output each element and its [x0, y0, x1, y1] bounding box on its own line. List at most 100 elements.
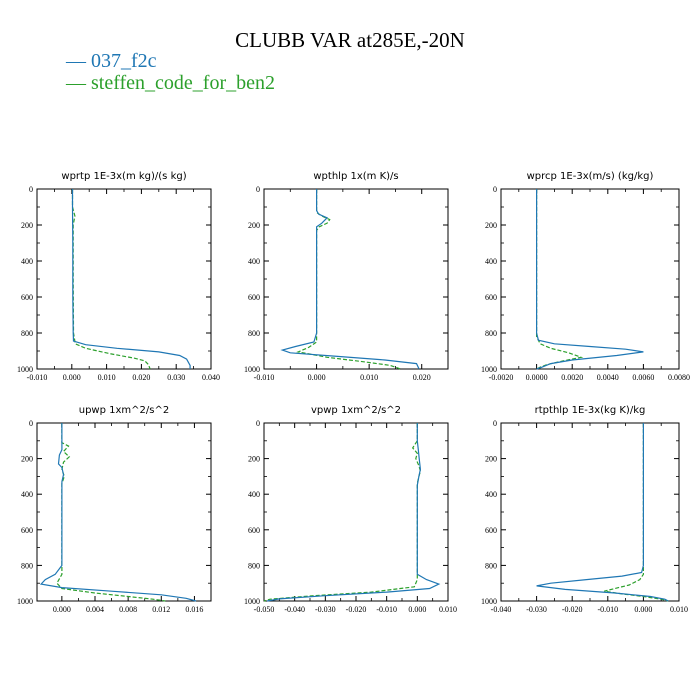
x-tick-label: 0.000	[634, 605, 652, 614]
legend-swatch: —	[66, 50, 91, 72]
panel-rtpthlp: rtpthlp 1E-3x(kg K)/kg02004006008001000-…	[481, 405, 688, 614]
plot-frame	[500, 188, 680, 370]
panel-title: rtpthlp 1E-3x(kg K)/kg	[535, 405, 646, 416]
x-tick-label: 0.010	[360, 373, 378, 382]
x-tick-label: -0.010	[27, 373, 48, 382]
panel-wpthlp: wpthlp 1x(m K)/s 0 200 400 600 800 1000-0.010 0…	[244, 171, 449, 382]
panel-title: wpthlp 1x(m K)/s	[313, 171, 398, 182]
legend-entry-steffen: — steffen_code_for_ben2	[66, 72, 275, 95]
x-tick-label: -0.030	[315, 605, 336, 614]
x-tick-label: -0.040	[284, 605, 305, 614]
x-tick-label: 0.010	[439, 605, 457, 614]
x-tick-label: 0.0000	[526, 373, 548, 382]
x-tick-label: 0.016	[185, 605, 203, 614]
y-tick-label: 800	[485, 329, 497, 338]
figure-title: CLUBB VAR at285E,-20N	[235, 28, 465, 52]
series-line-steffen	[71, 189, 151, 370]
x-tick-label: -0.010	[597, 605, 618, 614]
plot-frame	[263, 422, 449, 602]
panel-title: vpwp 1xm^2/s^2	[311, 405, 401, 416]
x-tick-label: -0.020	[346, 605, 367, 614]
series-line-037-f2c	[536, 423, 669, 602]
plot-frame	[263, 188, 449, 370]
legend-entry-037-f2c: — 037_f2c	[66, 50, 157, 73]
y-tick-label: 800	[21, 561, 33, 570]
y-tick-label: 0	[493, 419, 497, 428]
y-tick-label: 1000	[244, 365, 260, 374]
y-tick-label: 1000	[481, 597, 497, 606]
y-tick-label: 800	[248, 329, 260, 338]
series-line-037-f2c	[536, 189, 644, 370]
x-tick-label: -0.010	[254, 373, 275, 382]
series-line-037-f2c	[39, 423, 197, 602]
series-line-steffen	[604, 423, 669, 602]
x-tick-label: 0.000	[53, 605, 71, 614]
x-tick-label: 0.008	[119, 605, 137, 614]
plot-frame	[36, 422, 212, 602]
y-tick-label: 1000	[17, 365, 33, 374]
y-tick-label: 600	[485, 526, 497, 535]
series-line-037-f2c	[266, 423, 441, 602]
x-tick-label: 0.010	[670, 605, 688, 614]
x-tick-label: 0.000	[63, 373, 81, 382]
y-tick-label: 1000	[17, 597, 33, 606]
x-tick-label: 0.0060	[632, 373, 654, 382]
y-tick-label: 200	[485, 455, 497, 464]
series-line-steffen	[536, 189, 584, 370]
x-tick-label: 0.020	[413, 373, 431, 382]
series-line-037-f2c	[280, 189, 420, 370]
x-tick-label: -0.010	[376, 605, 397, 614]
panel-wprcp: wprcp 1E-3x(m/s) (kg/kg) 0 200 400 600 800 100…	[481, 171, 690, 382]
series-line-steffen	[56, 423, 166, 602]
x-tick-label: -0.050	[254, 605, 275, 614]
legend-label: 037_f2c	[91, 50, 157, 72]
y-tick-label: 200	[485, 221, 497, 230]
y-tick-label: 1000	[481, 365, 497, 374]
y-tick-label: 200	[21, 221, 33, 230]
y-tick-label: 800	[21, 329, 33, 338]
plot-frame	[36, 188, 212, 370]
y-tick-label: 400	[248, 490, 260, 499]
y-tick-label: 200	[248, 455, 260, 464]
y-tick-label: 0	[29, 185, 33, 194]
x-tick-label: 0.010	[98, 373, 116, 382]
x-tick-label: 0.0040	[597, 373, 619, 382]
y-tick-label: 400	[21, 257, 33, 266]
x-tick-label: 0.000	[308, 373, 326, 382]
panel-wprtp: wprtp 1E-3x(m kg)/(s kg) 0 200 400 600 800 100…	[17, 171, 220, 382]
y-tick-label: 400	[248, 257, 260, 266]
y-tick-label: 600	[485, 293, 497, 302]
panel-upwp: upwp 1xm^2/s^2 0 200 400 600 800 1000 0.000 0.00…	[17, 405, 212, 614]
x-tick-label: 0.040	[202, 373, 220, 382]
x-tick-label: -0.020	[562, 605, 583, 614]
series-line-steffen	[263, 423, 422, 602]
y-tick-label: 600	[248, 526, 260, 535]
y-tick-label: 400	[485, 257, 497, 266]
plot-frame	[500, 422, 680, 602]
y-tick-label: 600	[21, 293, 33, 302]
y-tick-label: 800	[248, 561, 260, 570]
x-tick-label: -0.0020	[489, 373, 514, 382]
panel-vpwp: vpwp 1xm^2/s^2 0 200 400 600 800 1000-0.050 -0.…	[244, 405, 457, 614]
y-tick-label: 600	[248, 293, 260, 302]
x-tick-label: 0.012	[152, 605, 170, 614]
y-tick-label: 0	[256, 185, 260, 194]
panel-title: upwp 1xm^2/s^2	[79, 405, 169, 416]
x-tick-label: -0.030	[526, 605, 547, 614]
x-tick-label: 0.030	[167, 373, 185, 382]
panel-title: wprcp 1E-3x(m/s) (kg/kg)	[527, 171, 654, 182]
x-tick-label: 0.004	[86, 605, 104, 614]
x-tick-label: 0.020	[132, 373, 150, 382]
y-tick-label: 400	[485, 490, 497, 499]
y-tick-label: 1000	[244, 597, 260, 606]
y-tick-label: 0	[493, 185, 497, 194]
x-tick-label: -0.040	[491, 605, 512, 614]
legend-label: steffen_code_for_ben2	[91, 72, 276, 94]
x-tick-label: 0.000	[408, 605, 426, 614]
y-tick-label: 800	[485, 561, 497, 570]
panel-title: wprtp 1E-3x(m kg)/(s kg)	[61, 171, 186, 182]
x-tick-label: 0.0080	[668, 373, 690, 382]
y-tick-label: 0	[256, 419, 260, 428]
y-tick-label: 600	[21, 526, 33, 535]
